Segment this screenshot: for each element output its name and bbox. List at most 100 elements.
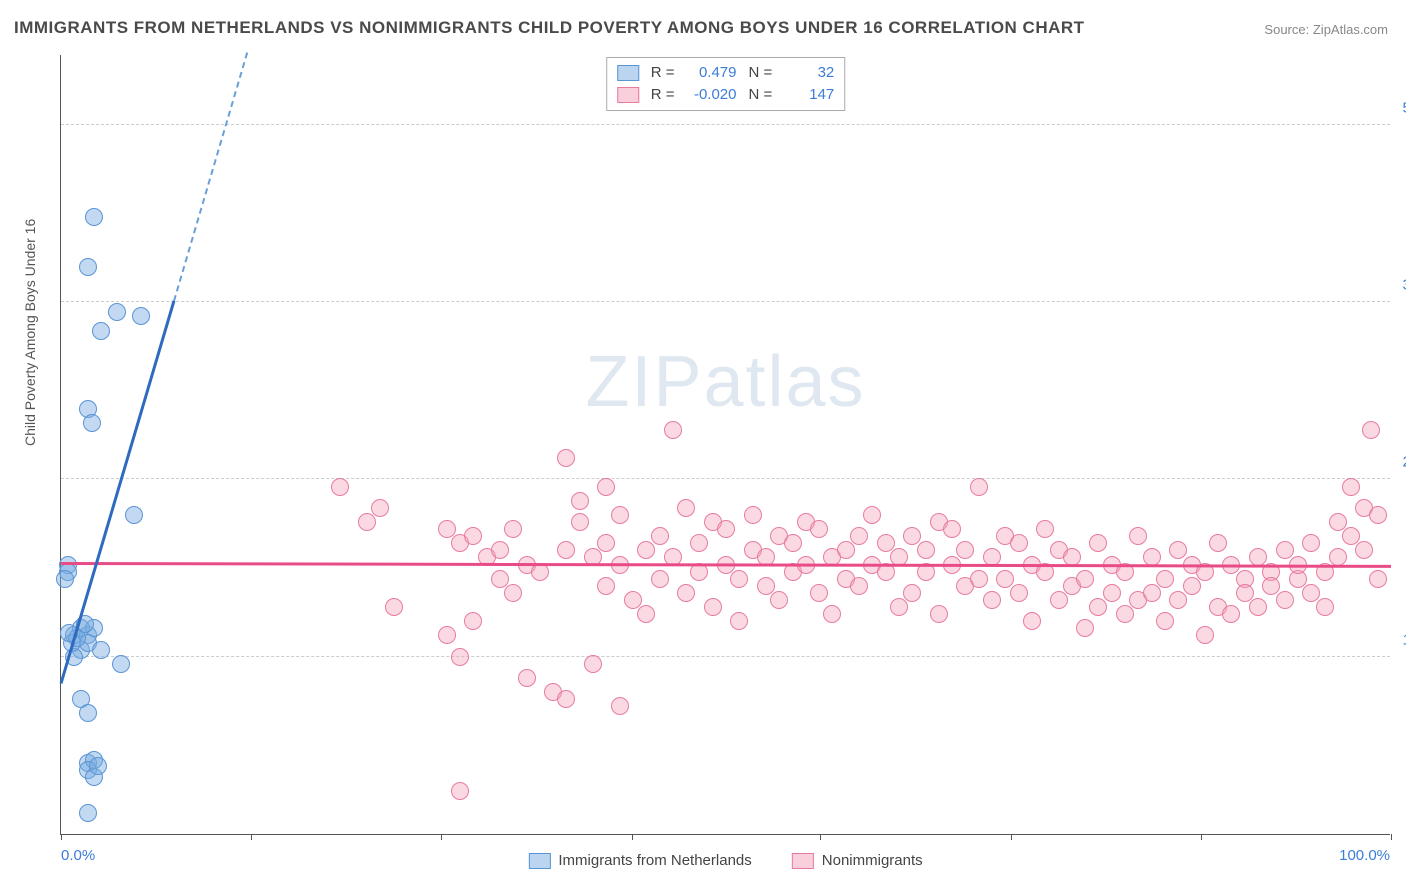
data-point — [1342, 527, 1360, 545]
data-point — [89, 757, 107, 775]
x-tick — [441, 834, 442, 840]
data-point — [1183, 577, 1201, 595]
data-point — [677, 584, 695, 602]
n-label: N = — [749, 62, 773, 84]
legend-item-pink: Nonimmigrants — [792, 852, 923, 869]
y-tick-label: 12.5% — [1402, 631, 1406, 648]
data-point — [664, 421, 682, 439]
n-label: N = — [749, 84, 773, 106]
y-tick-label: 37.5% — [1402, 277, 1406, 294]
chart-title: IMMIGRANTS FROM NETHERLANDS VS NONIMMIGR… — [14, 18, 1085, 38]
source-credit: Source: ZipAtlas.com — [1264, 22, 1388, 37]
legend-stats-box: R = 0.479 N = 32 R = -0.020 N = 147 — [606, 57, 846, 111]
data-point — [571, 513, 589, 531]
data-point — [504, 520, 522, 538]
data-point — [970, 570, 988, 588]
y-axis-label: Child Poverty Among Boys Under 16 — [22, 219, 38, 446]
legend-stats-row-blue: R = 0.479 N = 32 — [617, 62, 835, 84]
grid-line — [61, 656, 1390, 657]
r-value: -0.020 — [687, 84, 737, 106]
data-point — [79, 704, 97, 722]
data-point — [983, 591, 1001, 609]
legend-swatch-blue-icon — [528, 853, 550, 869]
data-point — [1276, 591, 1294, 609]
x-tick — [251, 834, 252, 840]
data-point — [92, 322, 110, 340]
plot-area: ZIPatlas R = 0.479 N = 32 R = -0.020 N =… — [60, 55, 1390, 835]
data-point — [331, 478, 349, 496]
data-point — [677, 499, 695, 517]
data-point — [1236, 584, 1254, 602]
data-point — [451, 648, 469, 666]
data-point — [1089, 598, 1107, 616]
grid-line — [61, 301, 1390, 302]
data-point — [1249, 598, 1267, 616]
data-point — [1023, 612, 1041, 630]
data-point — [770, 591, 788, 609]
data-point — [611, 506, 629, 524]
data-point — [624, 591, 642, 609]
data-point — [850, 527, 868, 545]
data-point — [757, 577, 775, 595]
legend-swatch-pink-icon — [792, 853, 814, 869]
data-point — [557, 690, 575, 708]
data-point — [56, 570, 74, 588]
data-point — [1369, 570, 1387, 588]
data-point — [83, 414, 101, 432]
legend-item-blue: Immigrants from Netherlands — [528, 852, 751, 869]
data-point — [1369, 506, 1387, 524]
data-point — [1050, 591, 1068, 609]
data-point — [810, 520, 828, 538]
data-point — [863, 506, 881, 524]
x-tick — [1011, 834, 1012, 840]
data-point — [704, 598, 722, 616]
data-point — [132, 307, 150, 325]
data-point — [1302, 534, 1320, 552]
data-point — [850, 577, 868, 595]
x-max-label: 100.0% — [1339, 847, 1390, 864]
source-value: ZipAtlas.com — [1313, 22, 1388, 37]
data-point — [1143, 584, 1161, 602]
data-point — [970, 478, 988, 496]
data-point — [571, 492, 589, 510]
data-point — [438, 626, 456, 644]
x-tick — [1201, 834, 1202, 840]
data-point — [1196, 626, 1214, 644]
data-point — [358, 513, 376, 531]
x-tick — [61, 834, 62, 840]
data-point — [890, 598, 908, 616]
legend-stats-row-pink: R = -0.020 N = 147 — [617, 84, 835, 106]
data-point — [1076, 619, 1094, 637]
data-point — [651, 527, 669, 545]
data-point — [611, 697, 629, 715]
data-point — [930, 605, 948, 623]
data-point — [85, 208, 103, 226]
data-point — [637, 605, 655, 623]
data-point — [1262, 577, 1280, 595]
data-point — [1010, 584, 1028, 602]
data-point — [438, 520, 456, 538]
data-point — [943, 520, 961, 538]
grid-line — [61, 478, 1390, 479]
data-point — [1209, 534, 1227, 552]
data-point — [491, 570, 509, 588]
data-point — [1010, 534, 1028, 552]
data-point — [79, 258, 97, 276]
data-point — [1342, 478, 1360, 496]
data-point — [1355, 541, 1373, 559]
legend-swatch-blue-icon — [617, 65, 639, 81]
data-point — [690, 534, 708, 552]
data-point — [903, 584, 921, 602]
data-point — [784, 534, 802, 552]
data-point — [730, 570, 748, 588]
data-point — [491, 541, 509, 559]
data-point — [1103, 584, 1121, 602]
data-point — [1169, 541, 1187, 559]
data-point — [597, 534, 615, 552]
data-point — [1362, 421, 1380, 439]
data-point — [1116, 605, 1134, 623]
data-point — [917, 541, 935, 559]
legend-label: Nonimmigrants — [822, 852, 923, 869]
data-point — [112, 655, 130, 673]
data-point — [1169, 591, 1187, 609]
